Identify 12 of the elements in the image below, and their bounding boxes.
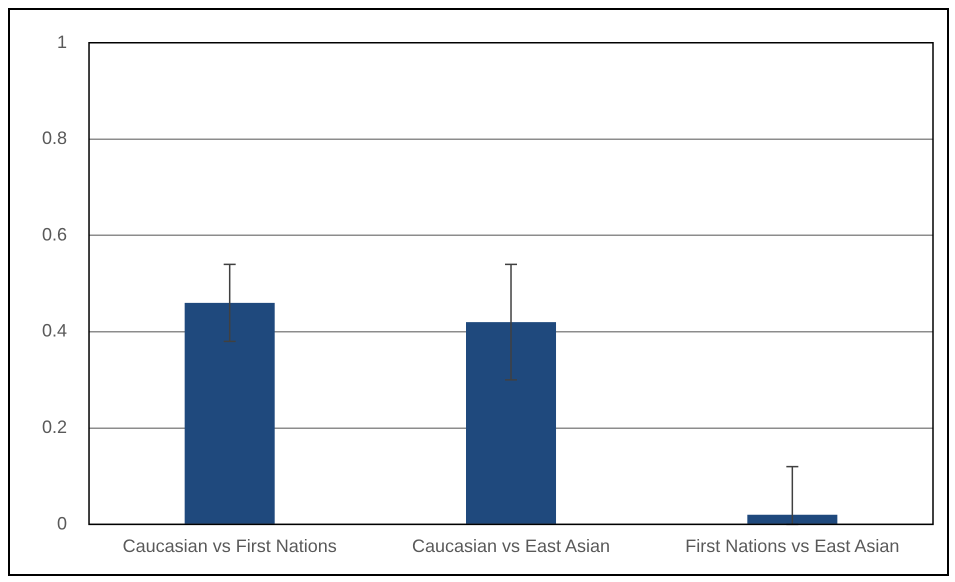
bar	[466, 322, 556, 524]
x-tick-label: Caucasian vs East Asian	[412, 536, 610, 556]
x-tick-label: Caucasian vs First Nations	[122, 536, 337, 556]
y-tick-label: 0	[57, 513, 68, 534]
y-tick-label: 1	[57, 32, 68, 52]
y-tick-label: 0.2	[42, 417, 68, 438]
y-tick-label: 0.6	[42, 224, 68, 244]
x-tick-label: First Nations vs East Asian	[685, 536, 900, 556]
y-tick-label: 0.8	[42, 128, 68, 148]
bar	[184, 302, 275, 524]
y-tick-label: 0.4	[42, 320, 68, 341]
bar	[747, 514, 838, 524]
